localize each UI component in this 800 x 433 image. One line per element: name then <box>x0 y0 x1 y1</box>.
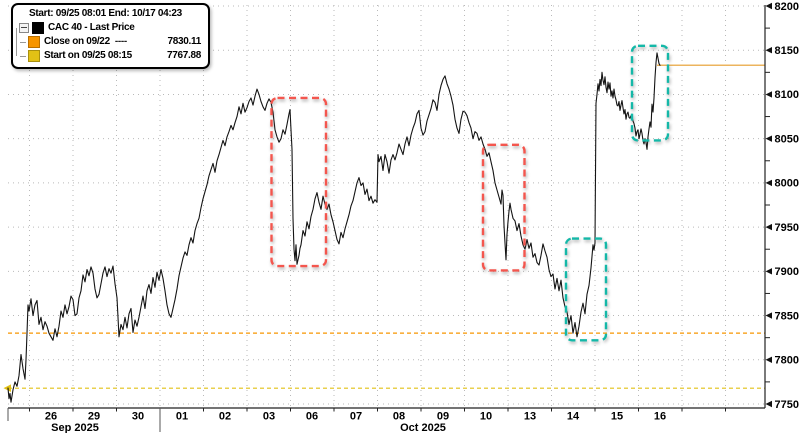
y-axis-label: 8100 <box>775 89 799 101</box>
y-axis-label: 7900 <box>775 266 799 278</box>
y-axis-label: 7800 <box>775 355 799 367</box>
red-box-1-group <box>270 96 328 268</box>
x-axis-day-label: 30 <box>132 411 144 423</box>
legend-item-close[interactable]: Close on 09/22 ---- 7830.11 <box>19 35 201 49</box>
y-axis-label: 7950 <box>775 222 799 234</box>
x-axis-day-label: 16 <box>654 411 666 423</box>
x-axis-day-label: 01 <box>176 411 188 423</box>
x-axis-day-label: 09 <box>437 411 449 423</box>
y-axis-label: 7850 <box>775 310 799 322</box>
chart-legend: Start: 09/25 08:01 End: 10/17 04:23 CAC … <box>11 3 210 69</box>
x-axis-day-label: 06 <box>306 411 318 423</box>
series-start-marker-icon <box>3 384 11 392</box>
legend-item-last-price[interactable]: CAC 40 - Last Price <box>19 21 201 35</box>
legend-tree-stub <box>20 41 26 43</box>
legend-item-label: CAC 40 - Last Price <box>48 22 135 33</box>
y-axis-tick-arrow-icon <box>765 312 772 319</box>
close-value: 7830.11 <box>167 36 202 47</box>
close-swatch-icon <box>28 36 40 48</box>
x-axis-day-label: 07 <box>350 411 362 423</box>
price-line <box>7 52 661 403</box>
y-axis-tick-arrow-icon <box>765 47 772 54</box>
y-axis-label: 8000 <box>775 178 799 190</box>
y-axis-tick-arrow-icon <box>765 400 772 408</box>
teal-box-2-annotation[interactable] <box>630 44 670 142</box>
y-axis-label: 8050 <box>775 133 799 145</box>
teal-box-2-group <box>630 44 670 142</box>
legend-expander-icon[interactable] <box>19 23 29 33</box>
y-axis-tick-arrow-icon <box>765 356 772 363</box>
x-axis-day-label: 29 <box>88 411 100 423</box>
y-axis-tick-arrow-icon <box>765 2 772 10</box>
start-swatch-icon <box>28 50 40 62</box>
start-value: 7767.88 <box>166 50 201 61</box>
teal-box-1-annotation[interactable] <box>564 237 608 342</box>
legend-tree-connector <box>16 28 17 56</box>
y-axis-tick-arrow-icon <box>765 268 772 275</box>
x-axis-day-label: 14 <box>567 411 580 423</box>
y-axis-tick-arrow-icon <box>765 223 772 231</box>
last-price-swatch-icon <box>32 22 44 34</box>
legend-item-start[interactable]: Start on 09/25 08:15 7767.88 <box>19 49 201 63</box>
y-axis-tick-arrow-icon <box>765 91 772 98</box>
x-axis-day-label: 03 <box>263 411 275 423</box>
x-axis-day-label: 13 <box>524 411 536 423</box>
dashed-line-hint: ---- <box>114 36 127 47</box>
legend-tree-stub <box>20 55 26 57</box>
teal-box-1-group <box>564 237 608 342</box>
red-box-2-annotation[interactable] <box>481 143 526 272</box>
x-axis-day-label: 15 <box>611 411 623 423</box>
legend-range-text: Start: 09/25 08:01 End: 10/17 04:23 <box>29 8 182 19</box>
y-axis-label: 8150 <box>775 45 799 57</box>
red-box-2-group <box>481 143 526 272</box>
legend-item-label: Start on 09/25 08:15 <box>44 50 132 61</box>
x-axis-day-label: 26 <box>45 411 57 423</box>
x-axis-day-label: 10 <box>480 411 492 423</box>
x-axis-day-label: 08 <box>393 411 405 423</box>
x-axis-month-label: Sep 2025 <box>51 422 99 433</box>
red-box-1-annotation[interactable] <box>270 96 328 268</box>
y-axis-label: 7750 <box>775 399 799 411</box>
legend-item-label: Close on 09/22 <box>44 36 110 47</box>
x-axis-day-label: 02 <box>219 411 231 423</box>
y-axis-label: 8200 <box>775 1 799 13</box>
y-axis-tick-arrow-icon <box>765 135 772 142</box>
y-axis-tick-arrow-icon <box>765 179 772 187</box>
x-axis-month-label: Oct 2025 <box>400 422 446 433</box>
